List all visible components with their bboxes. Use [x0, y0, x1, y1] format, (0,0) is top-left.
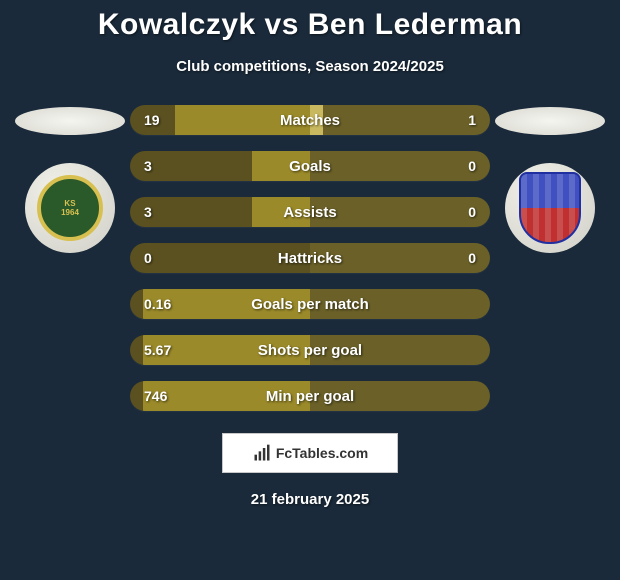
stat-bars: 191Matches 30Goals 30Assists 00Hattricks 0.1…: [130, 105, 490, 411]
stat-bar-left-empty: [130, 197, 252, 227]
stat-row: 30Goals: [130, 151, 490, 181]
stat-bar-left-empty: [130, 105, 175, 135]
stat-bar-right-empty: [310, 243, 490, 273]
stat-row: 00Hattricks: [130, 243, 490, 273]
stat-bar-right-fill: [310, 105, 323, 135]
stat-bar-left-fill: [252, 151, 310, 181]
crest-left-icon: KS1964: [37, 175, 103, 241]
stat-bar-left-empty: [130, 335, 143, 365]
stat-bar-right-empty: [310, 381, 490, 411]
stat-bar-left-fill: [252, 197, 310, 227]
footer-date: 21 february 2025: [251, 491, 369, 508]
stat-bar-track: [130, 381, 490, 411]
page-title: Kowalczyk vs Ben Lederman: [98, 8, 522, 42]
stat-bar-track: [130, 289, 490, 319]
stat-row: 5.67Shots per goal: [130, 335, 490, 365]
stat-bar-left-empty: [130, 381, 143, 411]
comparison-card: Kowalczyk vs Ben Lederman Club competiti…: [0, 0, 620, 580]
footer-brand-badge: FcTables.com: [222, 433, 398, 473]
stat-bar-left-fill: [143, 289, 310, 319]
stat-bar-track: [130, 105, 490, 135]
player-left-placeholder-ellipse: [15, 107, 125, 135]
stat-bar-left-fill: [175, 105, 310, 135]
stats-area: KS1964 191Matches 30Goals 30Assists 00Hattr…: [0, 105, 620, 411]
stat-bar-right-empty: [310, 335, 490, 365]
stat-bar-track: [130, 151, 490, 181]
stat-row: 0.16Goals per match: [130, 289, 490, 319]
stat-row: 746Min per goal: [130, 381, 490, 411]
stat-bar-track: [130, 243, 490, 273]
stat-bar-track: [130, 197, 490, 227]
player-right-col: [490, 105, 610, 411]
club-crest-left: KS1964: [25, 163, 115, 253]
page-subtitle: Club competitions, Season 2024/2025: [176, 58, 444, 75]
stat-bar-right-empty: [310, 289, 490, 319]
stat-bar-left-fill: [143, 335, 310, 365]
stat-row: 30Assists: [130, 197, 490, 227]
stat-bar-right-empty: [310, 197, 490, 227]
chart-icon: [252, 443, 272, 463]
stat-bar-left-empty: [130, 289, 143, 319]
stat-bar-left-empty: [130, 151, 252, 181]
stat-bar-right-empty: [323, 105, 490, 135]
stat-row: 191Matches: [130, 105, 490, 135]
footer-brand-text: FcTables.com: [276, 445, 368, 461]
stat-bar-right-empty: [310, 151, 490, 181]
stat-bar-left-empty: [130, 243, 310, 273]
stat-bar-track: [130, 335, 490, 365]
player-left-col: KS1964: [10, 105, 130, 411]
club-crest-right: [505, 163, 595, 253]
crest-right-icon: [519, 172, 581, 244]
player-right-placeholder-ellipse: [495, 107, 605, 135]
stat-bar-left-fill: [143, 381, 310, 411]
